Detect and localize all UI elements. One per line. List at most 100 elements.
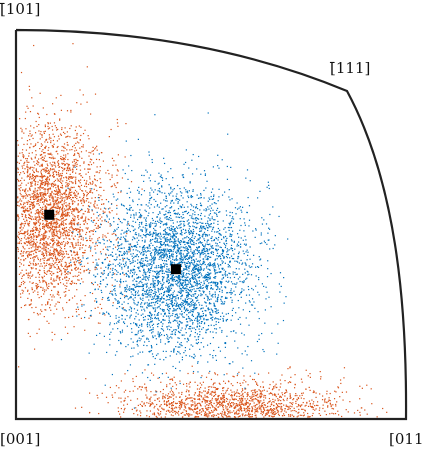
scatter-point <box>229 402 230 403</box>
scatter-point <box>23 255 24 256</box>
scatter-point <box>45 181 46 182</box>
scatter-point <box>26 150 27 151</box>
scatter-point <box>58 243 59 244</box>
scatter-point <box>52 295 53 296</box>
scatter-point <box>262 414 263 415</box>
scatter-point <box>163 263 164 264</box>
scatter-point <box>169 383 170 384</box>
scatter-point <box>53 273 54 274</box>
scatter-point <box>76 150 77 151</box>
scatter-point <box>50 140 51 141</box>
scatter-point <box>53 146 54 147</box>
scatter-point <box>42 180 43 181</box>
scatter-point <box>33 235 34 236</box>
scatter-point <box>241 409 242 410</box>
scatter-point <box>71 125 72 126</box>
scatter-point <box>49 179 50 180</box>
scatter-point <box>137 414 138 415</box>
scatter-point <box>211 379 212 380</box>
scatter-point <box>89 270 90 271</box>
scatter-point <box>183 384 184 385</box>
scatter-point <box>331 406 332 407</box>
scatter-point <box>60 259 61 260</box>
scatter-point <box>69 192 70 193</box>
scatter-point <box>39 176 40 177</box>
scatter-point <box>51 240 52 241</box>
scatter-point <box>94 202 95 203</box>
scatter-point <box>24 202 25 203</box>
scatter-point <box>47 168 48 169</box>
scatter-point <box>173 401 174 402</box>
scatter-point <box>288 416 289 417</box>
scatter-point <box>79 156 80 157</box>
scatter-point <box>60 201 61 202</box>
scatter-point <box>33 241 34 242</box>
scatter-point <box>28 319 29 320</box>
scatter-point <box>136 274 137 275</box>
scatter-point <box>36 170 37 171</box>
scatter-point <box>38 246 39 247</box>
scatter-point <box>66 253 67 254</box>
scatter-point <box>188 252 189 253</box>
scatter-point <box>197 300 198 301</box>
scatter-point <box>52 166 53 167</box>
scatter-point <box>80 170 81 171</box>
scatter-point <box>43 223 44 224</box>
scatter-point <box>93 214 94 215</box>
scatter-point <box>67 214 68 215</box>
scatter-point <box>142 372 143 373</box>
scatter-point <box>44 200 45 201</box>
scatter-point <box>137 388 138 389</box>
scatter-point <box>45 206 46 207</box>
scatter-point <box>50 250 51 251</box>
scatter-point <box>229 416 230 417</box>
scatter-point <box>215 273 216 274</box>
scatter-point <box>23 197 24 198</box>
scatter-point <box>155 299 156 300</box>
scatter-point <box>140 415 141 416</box>
scatter-point <box>85 217 86 218</box>
scatter-point <box>67 269 68 270</box>
scatter-point <box>47 184 48 185</box>
scatter-point <box>87 263 88 264</box>
scatter-point <box>59 176 60 177</box>
scatter-point <box>18 156 19 157</box>
scatter-point <box>29 221 30 222</box>
scatter-point <box>154 364 155 365</box>
scatter-point <box>149 177 150 178</box>
scatter-point <box>65 205 66 206</box>
scatter-point <box>24 305 25 306</box>
scatter-point <box>85 184 86 185</box>
scatter-point <box>222 396 223 397</box>
scatter-point <box>107 170 108 171</box>
scatter-point <box>53 169 54 170</box>
scatter-point <box>256 404 257 405</box>
scatter-point <box>33 204 34 205</box>
scatter-point <box>231 220 232 221</box>
scatter-point <box>23 227 24 228</box>
scatter-point <box>222 398 223 399</box>
scatter-point <box>54 163 55 164</box>
scatter-point <box>267 391 268 392</box>
scatter-point <box>36 218 37 219</box>
scatter-point <box>20 172 21 173</box>
scatter-point <box>208 386 209 387</box>
scatter-point <box>32 234 33 235</box>
scatter-point <box>99 170 100 171</box>
scatter-point <box>222 411 223 412</box>
scatter-point <box>213 267 214 268</box>
scatter-point <box>33 312 34 313</box>
scatter-point <box>190 241 191 242</box>
scatter-point <box>191 205 192 206</box>
scatter-point <box>44 235 45 236</box>
scatter-point <box>84 270 85 271</box>
scatter-point <box>33 282 34 283</box>
scatter-point <box>330 393 331 394</box>
scatter-point <box>142 240 143 241</box>
scatter-point <box>44 158 45 159</box>
scatter-point <box>268 411 269 412</box>
scatter-point <box>298 412 299 413</box>
scatter-point <box>162 408 163 409</box>
scatter-point <box>70 259 71 260</box>
